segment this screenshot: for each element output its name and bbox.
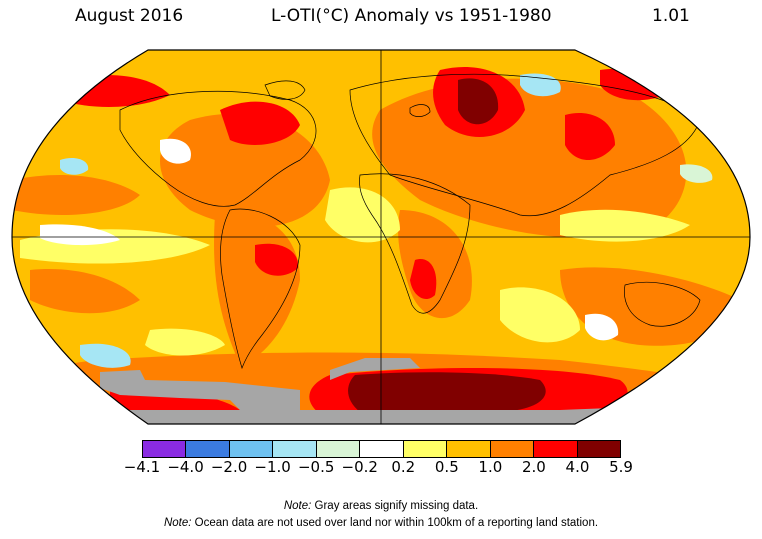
legend-swatch (447, 441, 491, 457)
note-ocean-data: Note: Ocean data are not used over land … (0, 515, 762, 532)
legend-tick-label: −2.0 (210, 458, 248, 476)
legend-swatch (490, 441, 535, 457)
legend-swatch (360, 441, 404, 457)
anomaly-region (145, 328, 225, 356)
period-label: August 2016 (75, 6, 184, 26)
map-title: L-OTI(°C) Anomaly vs 1951-1980 (271, 6, 552, 26)
anomaly-region (680, 164, 713, 183)
legend-tick-label: −1.0 (254, 458, 291, 476)
anomaly-region (12, 175, 140, 215)
note-label: Note: (283, 500, 312, 512)
anomaly-region (410, 259, 437, 300)
legend-swatch (273, 441, 317, 457)
legend-tick-label: 5.9 (609, 458, 633, 476)
anomaly-region (160, 138, 191, 164)
legend-tick-label: 2.0 (521, 458, 546, 476)
missing-data-region (100, 370, 300, 410)
anomaly-region (40, 224, 120, 246)
anomaly-region (458, 78, 499, 125)
legend-swatch (186, 441, 230, 457)
anomaly-region (585, 313, 619, 341)
note-text: Gray areas signify missing data. (311, 500, 479, 512)
global-mean-value: 1.01 (652, 6, 690, 26)
legend-tick-label: 0.5 (434, 458, 459, 476)
anomaly-region (255, 243, 299, 276)
coastlines (119, 73, 701, 370)
note-missing-data: Note: Gray areas signify missing data. (0, 498, 762, 515)
anomaly-region (30, 269, 140, 314)
footnotes: Note: Gray areas signify missing data. N… (0, 498, 762, 532)
legend-tick-label: 1.0 (478, 458, 503, 476)
anomaly-region (160, 113, 330, 227)
anomaly-region (80, 343, 131, 368)
legend-tick-label: 0.2 (391, 458, 416, 476)
legend-swatch (534, 441, 578, 457)
anomaly-world-map (11, 49, 751, 425)
legend-swatch (403, 441, 448, 457)
legend-tick-label: 4.0 (565, 458, 590, 476)
legend-tick-label: −0.5 (297, 458, 335, 476)
anomaly-region (348, 372, 546, 412)
legend-tick-label: −4.1 (123, 458, 161, 476)
map-border (11, 49, 751, 425)
anomaly-region (565, 113, 615, 160)
color-legend (142, 440, 621, 458)
legend-swatch (143, 441, 187, 457)
legend-tick-label: −4.0 (167, 458, 204, 476)
note-label: Note: (163, 517, 192, 529)
legend-tick-label: −0.2 (341, 458, 378, 476)
anomaly-region (60, 158, 89, 175)
missing-data-region (330, 358, 420, 380)
legend-swatch (229, 441, 274, 457)
map-title-row: August 2016 L-OTI(°C) Anomaly vs 1951-19… (0, 6, 762, 30)
anomaly-region (500, 287, 580, 343)
legend-tick-labels: −4.1 −4.0 −2.0 −1.0 −0.5 −0.2 0.2 0.5 1.0 2.0 4.0 5… (0, 458, 762, 478)
note-text: Ocean data are not used over land nor wi… (191, 517, 599, 529)
legend-swatch (577, 441, 620, 457)
legend-swatch (316, 441, 361, 457)
anomaly-region (560, 209, 690, 242)
anomaly-region (220, 101, 300, 145)
